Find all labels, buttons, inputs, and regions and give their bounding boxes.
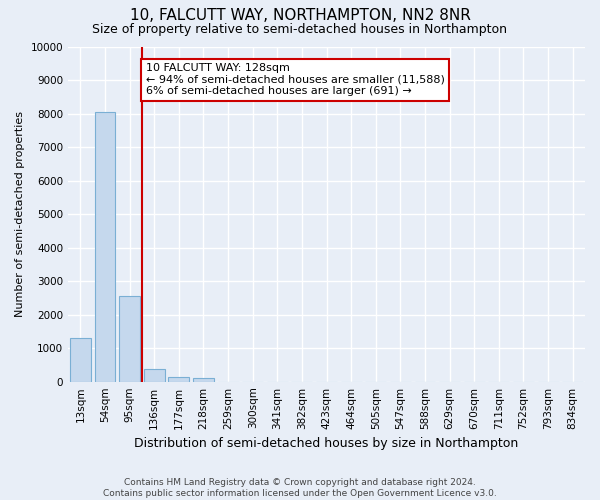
Text: 10 FALCUTT WAY: 128sqm
← 94% of semi-detached houses are smaller (11,588)
6% of : 10 FALCUTT WAY: 128sqm ← 94% of semi-det… [146, 64, 445, 96]
Y-axis label: Number of semi-detached properties: Number of semi-detached properties [15, 111, 25, 317]
Text: Size of property relative to semi-detached houses in Northampton: Size of property relative to semi-detach… [92, 22, 508, 36]
Bar [169, 376, 189, 382]
Text: Contains HM Land Registry data © Crown copyright and database right 2024.
Contai: Contains HM Land Registry data © Crown c… [103, 478, 497, 498]
Text: 10, FALCUTT WAY, NORTHAMPTON, NN2 8NR: 10, FALCUTT WAY, NORTHAMPTON, NN2 8NR [130, 8, 470, 22]
Bar [70, 338, 91, 382]
X-axis label: Distribution of semi-detached houses by size in Northampton: Distribution of semi-detached houses by … [134, 437, 518, 450]
Bar [95, 112, 115, 382]
Bar [144, 368, 164, 382]
Bar [119, 296, 140, 382]
Bar [193, 378, 214, 382]
